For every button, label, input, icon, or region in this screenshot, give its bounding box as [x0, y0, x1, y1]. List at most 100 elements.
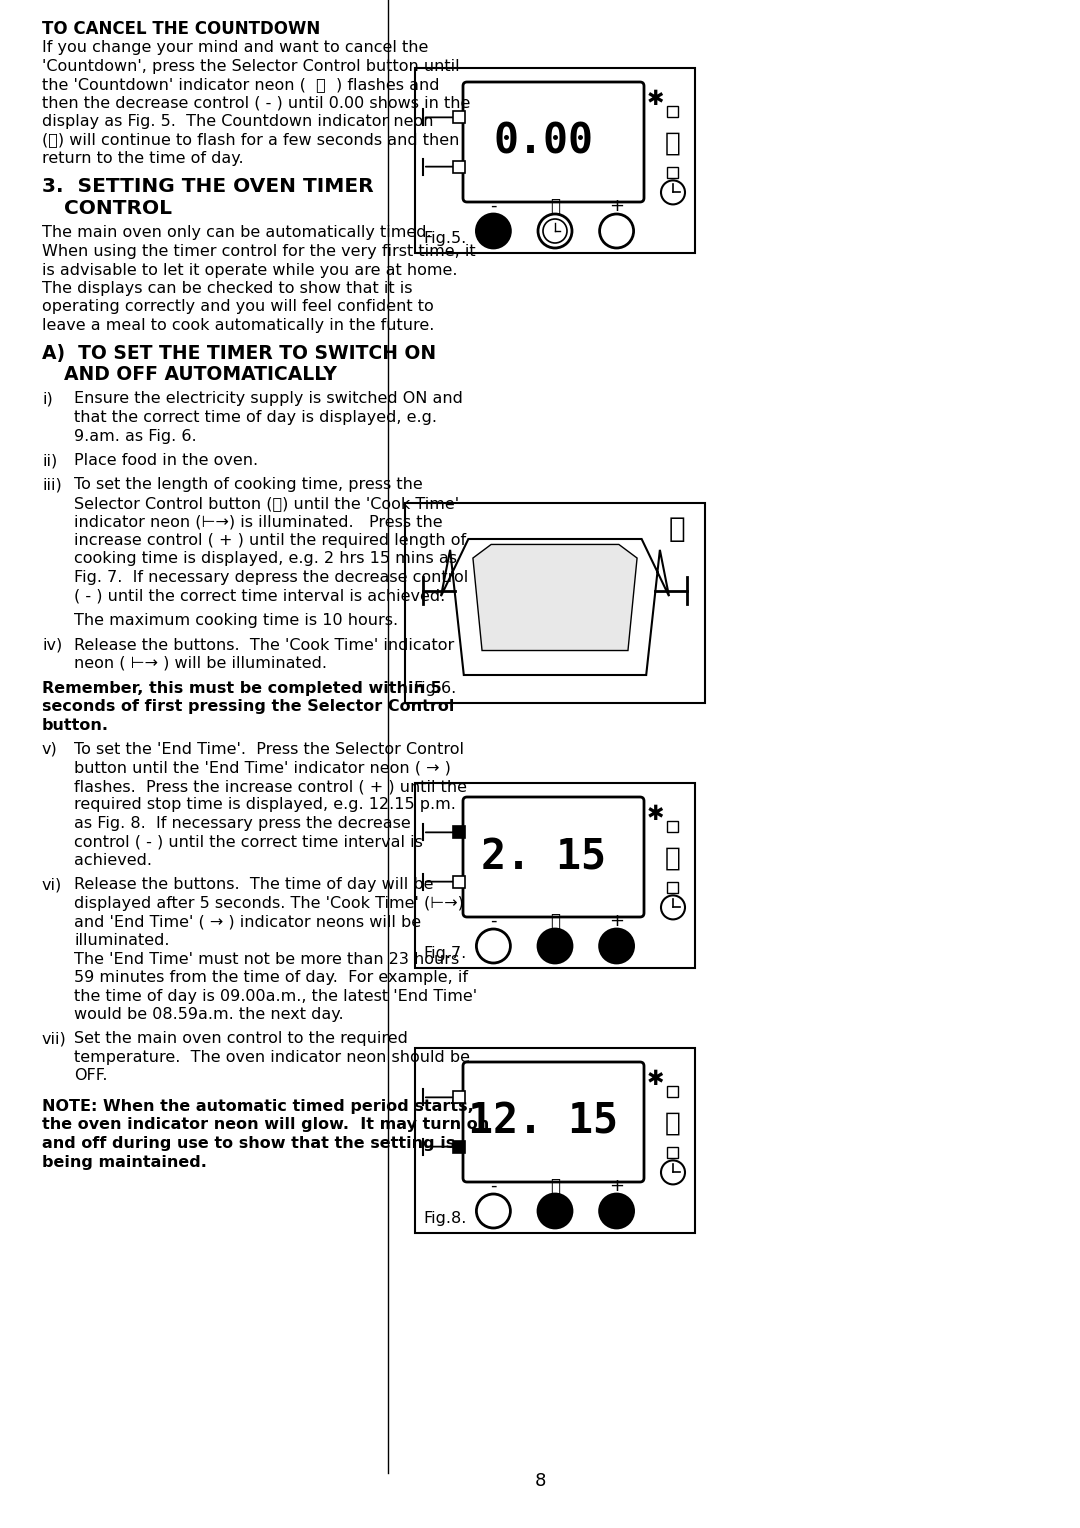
Bar	[415, 1048, 696, 1233]
Bar	[453, 112, 465, 124]
Text: cooking time is displayed, e.g. 2 hrs 15 mins as: cooking time is displayed, e.g. 2 hrs 15…	[75, 552, 457, 567]
Text: vi): vi)	[42, 877, 63, 892]
Bar	[453, 827, 465, 839]
Text: ⧖: ⧖	[550, 912, 561, 931]
Text: seconds of first pressing the Selector Control: seconds of first pressing the Selector C…	[42, 698, 455, 714]
Text: and off during use to show that the setting is: and off during use to show that the sett…	[42, 1135, 456, 1151]
Text: 9.am. as Fig. 6.: 9.am. as Fig. 6.	[75, 428, 197, 443]
Text: +: +	[609, 1177, 624, 1195]
Bar	[667, 882, 678, 892]
Text: If you change your mind and want to cancel the: If you change your mind and want to canc…	[42, 40, 429, 55]
Text: as Fig. 8.  If necessary press the decrease: as Fig. 8. If necessary press the decrea…	[75, 816, 410, 831]
Bar	[453, 160, 465, 173]
Circle shape	[538, 214, 572, 248]
Text: ⧖: ⧖	[550, 1177, 561, 1195]
Text: displayed after 5 seconds. The 'Cook Time' (⊢→): displayed after 5 seconds. The 'Cook Tim…	[75, 895, 464, 911]
Circle shape	[599, 929, 634, 963]
Text: ii): ii)	[42, 452, 57, 468]
Text: Fig.8.: Fig.8.	[423, 1212, 467, 1225]
Text: Selector Control button (⏲) until the 'Cook Time': Selector Control button (⏲) until the 'C…	[75, 497, 459, 510]
Text: button.: button.	[42, 718, 109, 732]
Text: To set the length of cooking time, press the: To set the length of cooking time, press…	[75, 477, 422, 492]
Text: 3.  SETTING THE OVEN TIMER: 3. SETTING THE OVEN TIMER	[42, 177, 374, 197]
Circle shape	[538, 1193, 572, 1229]
Bar	[415, 782, 696, 969]
Text: control ( - ) until the correct time interval is: control ( - ) until the correct time int…	[75, 834, 423, 850]
Text: return to the time of day.: return to the time of day.	[42, 151, 244, 167]
Text: that the correct time of day is displayed, e.g.: that the correct time of day is displaye…	[75, 410, 437, 425]
Text: the oven indicator neon will glow.  It may turn on: the oven indicator neon will glow. It ma…	[42, 1117, 489, 1132]
Text: -: -	[490, 912, 497, 931]
Text: Ensure the electricity supply is switched ON and: Ensure the electricity supply is switche…	[75, 391, 463, 406]
Text: 'Countdown', press the Selector Control button until: 'Countdown', press the Selector Control …	[42, 58, 460, 73]
Text: TO CANCEL THE COUNTDOWN: TO CANCEL THE COUNTDOWN	[42, 20, 321, 38]
Text: ( - ) until the correct time interval is achieved.: ( - ) until the correct time interval is…	[75, 588, 445, 604]
Bar	[415, 69, 696, 254]
Text: display as Fig. 5.  The Countdown indicator neon: display as Fig. 5. The Countdown indicat…	[42, 115, 433, 128]
Text: would be 08.59a.m. the next day.: would be 08.59a.m. the next day.	[75, 1007, 343, 1022]
Text: ✱: ✱	[647, 804, 664, 825]
Text: The displays can be checked to show that it is: The displays can be checked to show that…	[42, 281, 413, 296]
Bar	[667, 167, 678, 177]
Text: 8: 8	[535, 1471, 545, 1490]
Bar	[667, 107, 678, 118]
Bar	[453, 876, 465, 888]
Text: iii): iii)	[42, 477, 62, 492]
Circle shape	[661, 180, 685, 205]
Text: ⧖: ⧖	[665, 1111, 680, 1137]
Text: ⧖: ⧖	[665, 847, 680, 872]
Bar	[405, 503, 705, 703]
Text: and 'End Time' ( → ) indicator neons will be: and 'End Time' ( → ) indicator neons wil…	[75, 914, 421, 929]
Text: Release the buttons.  The 'Cook Time' indicator: Release the buttons. The 'Cook Time' ind…	[75, 637, 455, 652]
Text: +: +	[609, 197, 624, 215]
Text: OFF.: OFF.	[75, 1068, 108, 1083]
Text: then the decrease control ( - ) until 0.00 shows in the: then the decrease control ( - ) until 0.…	[42, 95, 471, 110]
Text: Fig.7.: Fig.7.	[423, 946, 467, 961]
Bar	[667, 822, 678, 833]
Text: required stop time is displayed, e.g. 12.15 p.m.: required stop time is displayed, e.g. 12…	[75, 798, 456, 813]
Bar	[453, 1091, 465, 1103]
Text: NOTE: When the automatic timed period starts,: NOTE: When the automatic timed period st…	[42, 1099, 474, 1114]
Text: To set the 'End Time'.  Press the Selector Control: To set the 'End Time'. Press the Selecto…	[75, 743, 464, 756]
Text: illuminated.: illuminated.	[75, 934, 170, 947]
Circle shape	[538, 929, 572, 963]
Text: is advisable to let it operate while you are at home.: is advisable to let it operate while you…	[42, 263, 458, 278]
Text: The maximum cooking time is 10 hours.: The maximum cooking time is 10 hours.	[75, 613, 399, 628]
Text: vii): vii)	[42, 1031, 67, 1047]
Circle shape	[599, 1193, 634, 1229]
Text: Set the main oven control to the required: Set the main oven control to the require…	[75, 1031, 408, 1047]
Text: leave a meal to cook automatically in the future.: leave a meal to cook automatically in th…	[42, 318, 434, 333]
Text: Fig.5.: Fig.5.	[423, 231, 467, 246]
Circle shape	[476, 929, 511, 963]
Text: 0.00: 0.00	[494, 121, 593, 163]
Text: The 'End Time' must not be more than 23 hours: The 'End Time' must not be more than 23 …	[75, 952, 459, 967]
Text: ⧖: ⧖	[669, 515, 686, 542]
Text: 2. 15: 2. 15	[481, 836, 606, 879]
Text: Release the buttons.  The time of day will be: Release the buttons. The time of day wil…	[75, 877, 433, 892]
Text: achieved.: achieved.	[75, 853, 152, 868]
Circle shape	[476, 214, 511, 248]
Bar	[667, 1148, 678, 1158]
Circle shape	[661, 895, 685, 920]
Polygon shape	[473, 544, 637, 651]
Text: The main oven only can be automatically timed.: The main oven only can be automatically …	[42, 226, 432, 240]
Text: A)  TO SET THE TIMER TO SWITCH ON: A) TO SET THE TIMER TO SWITCH ON	[42, 344, 436, 364]
Text: ✱: ✱	[647, 1070, 664, 1089]
Text: +: +	[609, 912, 624, 931]
Polygon shape	[441, 539, 669, 675]
Text: Fig. 7.  If necessary depress the decrease control: Fig. 7. If necessary depress the decreas…	[75, 570, 469, 585]
FancyBboxPatch shape	[463, 83, 644, 202]
FancyBboxPatch shape	[463, 1062, 644, 1183]
Text: ✱: ✱	[647, 90, 664, 110]
Text: When using the timer control for the very first time, it: When using the timer control for the ver…	[42, 244, 475, 260]
Circle shape	[476, 1193, 511, 1229]
Bar	[453, 1140, 465, 1152]
Text: (⧖) will continue to flash for a few seconds and then: (⧖) will continue to flash for a few sec…	[42, 133, 459, 148]
Circle shape	[543, 219, 567, 243]
Text: flashes.  Press the increase control ( + ) until the: flashes. Press the increase control ( + …	[75, 779, 467, 795]
Text: iv): iv)	[42, 637, 63, 652]
FancyBboxPatch shape	[463, 798, 644, 917]
Text: button until the 'End Time' indicator neon ( → ): button until the 'End Time' indicator ne…	[75, 761, 450, 776]
Text: Fig.6.: Fig.6.	[413, 681, 456, 695]
Text: neon ( ⊢→ ) will be illuminated.: neon ( ⊢→ ) will be illuminated.	[75, 656, 327, 671]
